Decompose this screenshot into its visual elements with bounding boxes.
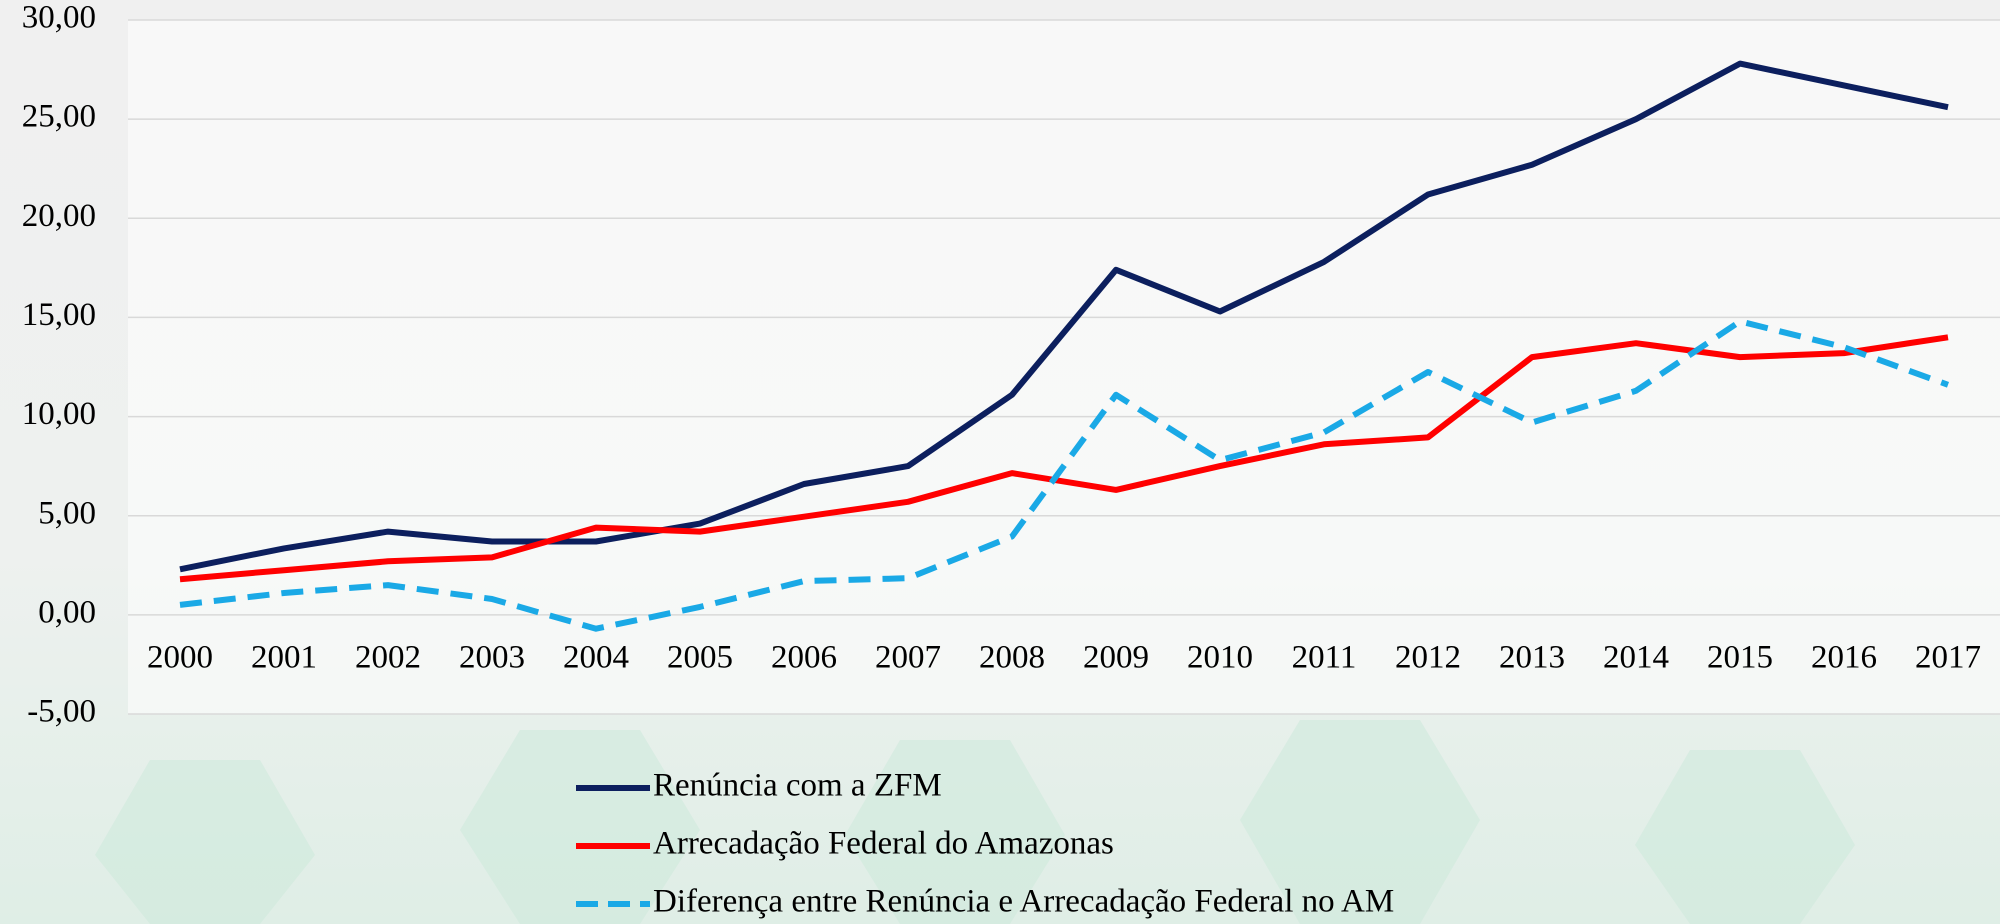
hexagon-pattern bbox=[95, 720, 1855, 924]
legend-label: Arrecadação Federal do Amazonas bbox=[653, 826, 1114, 862]
y-tick-label: -5,00 bbox=[27, 694, 96, 730]
x-tick-label: 2017 bbox=[1915, 639, 1981, 675]
legend-label: Diferença entre Renúncia e Arrecadação F… bbox=[653, 884, 1394, 920]
legend-label: Renúncia com a ZFM bbox=[653, 768, 942, 804]
y-tick-label: 5,00 bbox=[38, 495, 96, 531]
x-tick-label: 2005 bbox=[667, 639, 733, 675]
y-tick-label: 10,00 bbox=[22, 396, 96, 432]
x-tick-label: 2012 bbox=[1395, 639, 1461, 675]
x-tick-label: 2015 bbox=[1707, 639, 1773, 675]
x-tick-label: 2002 bbox=[355, 639, 421, 675]
x-tick-label: 2010 bbox=[1187, 639, 1253, 675]
y-tick-label: 20,00 bbox=[22, 198, 96, 234]
plot-area bbox=[128, 20, 2000, 714]
x-tick-label: 2004 bbox=[563, 639, 629, 675]
x-tick-label: 2007 bbox=[875, 639, 941, 675]
y-tick-label: 30,00 bbox=[22, 0, 96, 36]
x-tick-label: 2014 bbox=[1603, 639, 1669, 675]
x-tick-label: 2013 bbox=[1499, 639, 1565, 675]
series-line bbox=[179, 334, 1949, 583]
x-tick-label: 2006 bbox=[771, 639, 837, 675]
series-line bbox=[179, 318, 1950, 632]
x-tick-label: 2008 bbox=[979, 639, 1045, 675]
x-tick-label: 2009 bbox=[1083, 639, 1149, 675]
x-tick-label: 2001 bbox=[251, 639, 317, 675]
x-tick-label: 2000 bbox=[147, 639, 213, 675]
x-tick-label: 2011 bbox=[1292, 639, 1357, 675]
series-line bbox=[179, 60, 1949, 573]
x-tick-label: 2003 bbox=[459, 639, 525, 675]
y-tick-label: 25,00 bbox=[22, 99, 96, 135]
x-tick-label: 2016 bbox=[1811, 639, 1877, 675]
y-tick-label: 15,00 bbox=[22, 297, 96, 333]
y-tick-label: 0,00 bbox=[38, 594, 96, 630]
